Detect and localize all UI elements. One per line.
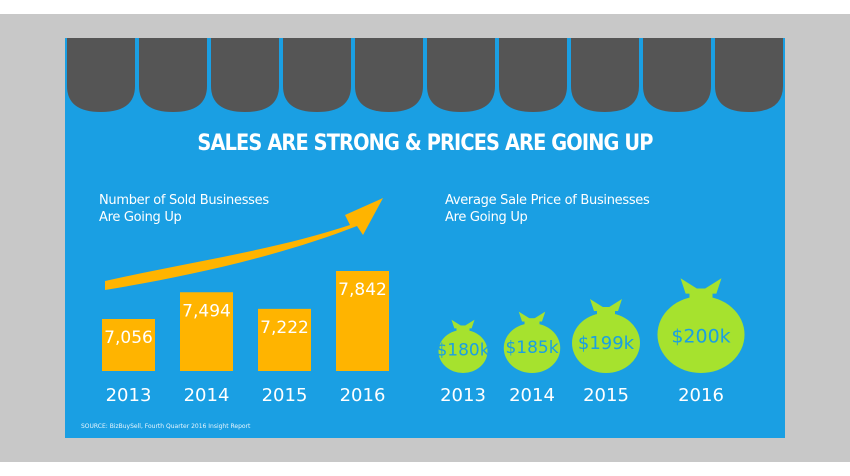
source-note: SOURCE: BizBuySell, Fourth Quarter 2016 …: [81, 423, 251, 430]
upward-arrow-icon: [105, 198, 383, 290]
bar-value-label: 7,842: [338, 280, 387, 300]
sale-price-title: Average Sale Price of Businesses Are Goi…: [445, 192, 650, 226]
awning-scallop: [643, 38, 711, 112]
moneybag-icon: [503, 311, 561, 373]
year-label: 2016: [340, 385, 386, 406]
awning-scallop: [499, 38, 567, 112]
sold-businesses-title: Number of Sold Businesses Are Going Up: [99, 192, 269, 226]
sold-businesses-chart: 7,056 2013 7,494 2014 7,222 2015 7,842 2016: [102, 198, 389, 406]
price-value-label: $200k: [671, 325, 730, 347]
frame-bottom: [0, 462, 850, 476]
awning-scallop: [715, 38, 783, 112]
bar-2013: [102, 319, 155, 371]
bar-2014: [180, 292, 233, 371]
sale-price-title-line-1: Average Sale Price of Businesses: [445, 193, 650, 208]
moneybag-icon: [657, 278, 745, 373]
year-label: 2014: [184, 385, 230, 406]
bar-value-label: 7,056: [104, 328, 153, 348]
year-label: 2016: [678, 385, 724, 406]
price-value-label: $185k: [505, 338, 558, 358]
headline: SALES ARE STRONG & PRICES ARE GOING UP: [197, 131, 653, 156]
sold-businesses-title-line-2: Are Going Up: [99, 210, 182, 225]
awning-scallop: [571, 38, 639, 112]
bar-2015: [258, 308, 311, 371]
year-label: 2015: [583, 385, 629, 406]
bar-value-label: 7,222: [260, 318, 309, 338]
moneybag-icon: [572, 299, 640, 373]
sale-price-chart: $180k 2013 $185k 2014 $199k 2015 $200k 2016: [436, 278, 745, 406]
awning-scallop: [355, 38, 423, 112]
bar-value-label: 7,494: [182, 301, 231, 321]
awning-scallop: [283, 38, 351, 112]
sold-businesses-title-line-1: Number of Sold Businesses: [99, 193, 269, 208]
awning-scallop: [211, 38, 279, 112]
price-value-label: $180k: [436, 341, 489, 361]
year-label: 2013: [106, 385, 152, 406]
year-label: 2015: [262, 385, 308, 406]
awning-scallop: [67, 38, 135, 112]
year-label: 2013: [440, 385, 486, 406]
bar-2016: [336, 271, 389, 371]
awning-scallop: [139, 38, 207, 112]
price-value-label: $199k: [578, 333, 635, 354]
awning: [67, 38, 783, 112]
infographic: SALES ARE STRONG & PRICES ARE GOING UP N…: [65, 38, 785, 438]
moneybag-icon: [438, 319, 488, 373]
frame-top: [0, 0, 850, 14]
sale-price-title-line-2: Are Going Up: [445, 210, 528, 225]
year-label: 2014: [509, 385, 555, 406]
awning-scallop: [427, 38, 495, 112]
